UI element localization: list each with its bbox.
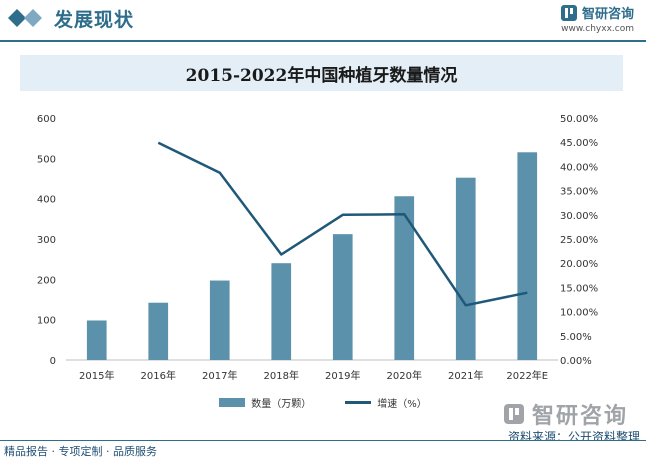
- footer-text: 精品报告 · 专项定制 · 品质服务: [4, 445, 157, 458]
- bar: [86, 320, 107, 360]
- page-footer: 精品报告 · 专项定制 · 品质服务: [0, 440, 646, 459]
- y-tick-label-right: 15.00%: [560, 283, 598, 294]
- page-header: 发展现状 智研咨询 www.chyxx.com: [0, 0, 646, 40]
- bar: [209, 280, 230, 360]
- brand-logo-icon: [503, 404, 524, 424]
- brand-logo-icon: [560, 4, 577, 21]
- header-divider: [0, 40, 646, 42]
- bar: [148, 302, 169, 360]
- brand: 智研咨询 www.chyxx.com: [560, 3, 634, 34]
- legend-item-line: 增速（%）: [345, 395, 427, 410]
- y-tick-label-right: 0.00%: [560, 356, 592, 367]
- footer-brand: 智研咨询: [502, 398, 628, 430]
- chart: 0 100 200 300 400 500 600 0.00% 5.00% 10.00% 15.00…: [37, 114, 598, 382]
- legend-label-line: 增速（%）: [377, 399, 427, 410]
- y-tick-label-right: 50.00%: [560, 114, 598, 125]
- growth-line: [157, 141, 528, 307]
- bar: [332, 234, 353, 360]
- y-tick-label-left: 600: [37, 114, 56, 125]
- diamond-icon: [8, 9, 42, 27]
- x-tick-label: 2015年: [79, 369, 114, 382]
- x-tick-label: 2017年: [202, 369, 237, 382]
- section-title: 发展现状: [54, 9, 135, 31]
- legend-swatch-line: [345, 401, 372, 404]
- y-tick-label-left: 400: [37, 195, 56, 206]
- brand-name: 智研咨询: [581, 7, 634, 22]
- bar: [517, 152, 538, 360]
- x-tick-label: 2022年E: [506, 369, 548, 382]
- footer-brand-name: 智研咨询: [531, 404, 628, 429]
- bar: [394, 196, 415, 360]
- x-tick-label: 2020年: [387, 369, 422, 382]
- bar: [271, 263, 292, 360]
- y-tick-label-right: 5.00%: [560, 332, 592, 343]
- y-tick-label-right: 35.00%: [560, 187, 598, 198]
- y-tick-label-left: 500: [37, 154, 56, 165]
- x-tick-label: 2018年: [264, 369, 299, 382]
- brand-url: www.chyxx.com: [561, 24, 634, 34]
- chart-title: 2015-2022年中国种植牙数量情况: [185, 65, 458, 86]
- chart-title-band: 2015-2022年中国种植牙数量情况: [20, 55, 623, 91]
- legend-item-bar: 数量（万颗）: [219, 395, 311, 410]
- x-tick-label: 2021年: [448, 369, 483, 382]
- legend-label-bar: 数量（万颗）: [251, 399, 312, 410]
- x-tick-label: 2016年: [141, 369, 176, 382]
- legend-swatch-bar: [219, 398, 246, 407]
- y-tick-label-right: 40.00%: [560, 162, 598, 173]
- y-tick-label-right: 45.00%: [560, 138, 598, 149]
- bar: [455, 177, 476, 360]
- y-tick-label-right: 20.00%: [560, 259, 598, 270]
- y-tick-label-left: 0: [50, 356, 56, 367]
- legend: 数量（万颗） 增速（%）: [0, 395, 646, 410]
- y-tick-label-right: 25.00%: [560, 235, 598, 246]
- y-tick-label-left: 200: [37, 275, 56, 286]
- y-tick-label-left: 300: [37, 235, 56, 246]
- y-tick-label-left: 100: [37, 316, 56, 327]
- x-tick-label: 2019年: [325, 369, 360, 382]
- y-tick-label-right: 10.00%: [560, 308, 598, 319]
- y-tick-label-right: 30.00%: [560, 211, 598, 222]
